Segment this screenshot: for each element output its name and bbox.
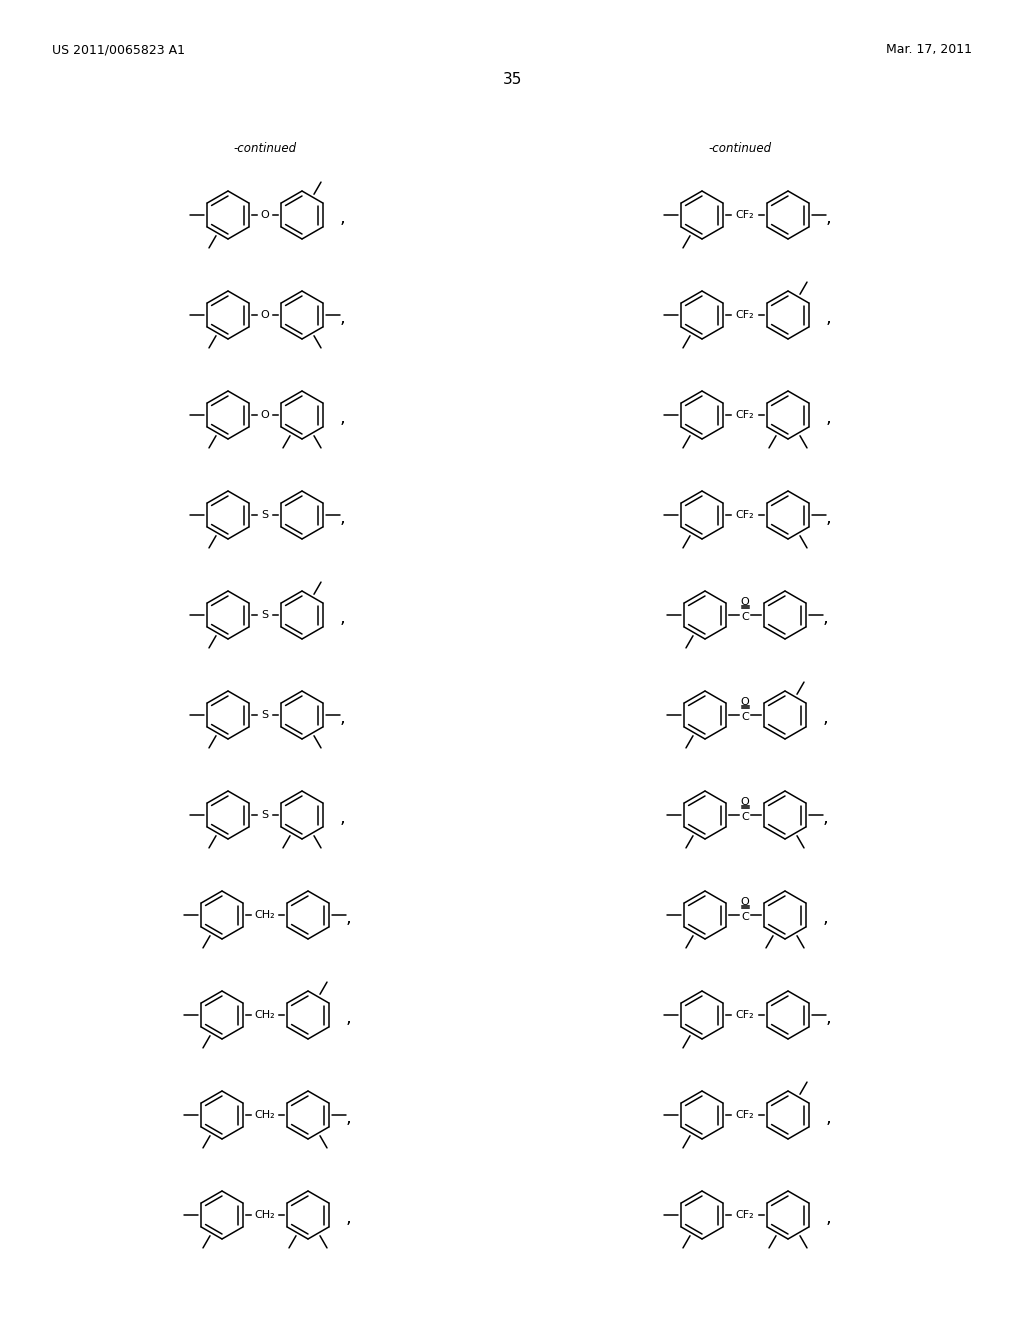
- Text: CH₂: CH₂: [255, 1110, 275, 1119]
- Text: CF₂: CF₂: [735, 510, 755, 520]
- Text: ,: ,: [825, 209, 830, 227]
- Text: S: S: [261, 710, 268, 719]
- Text: C: C: [741, 711, 749, 722]
- Text: S: S: [261, 810, 268, 820]
- Text: ,: ,: [825, 309, 830, 327]
- Text: -continued: -continued: [709, 141, 771, 154]
- Text: ,: ,: [825, 510, 830, 527]
- Text: S: S: [261, 610, 268, 620]
- Text: O: O: [740, 797, 750, 807]
- Text: ,: ,: [345, 1008, 351, 1027]
- Text: ,: ,: [825, 1209, 830, 1228]
- Text: ,: ,: [339, 409, 345, 426]
- Text: CF₂: CF₂: [735, 1110, 755, 1119]
- Text: ,: ,: [822, 809, 827, 828]
- Text: ,: ,: [825, 409, 830, 426]
- Text: CF₂: CF₂: [735, 210, 755, 220]
- Text: ,: ,: [822, 709, 827, 727]
- Text: CH₂: CH₂: [255, 1010, 275, 1020]
- Text: CH₂: CH₂: [255, 909, 275, 920]
- Text: ,: ,: [825, 1109, 830, 1127]
- Text: C: C: [741, 612, 749, 622]
- Text: C: C: [741, 912, 749, 921]
- Text: -continued: -continued: [233, 141, 297, 154]
- Text: ,: ,: [339, 510, 345, 527]
- Text: ,: ,: [339, 209, 345, 227]
- Text: CF₂: CF₂: [735, 1210, 755, 1220]
- Text: ,: ,: [345, 909, 351, 927]
- Text: CH₂: CH₂: [255, 1210, 275, 1220]
- Text: C: C: [741, 812, 749, 822]
- Text: ,: ,: [339, 609, 345, 627]
- Text: O: O: [740, 597, 750, 607]
- Text: O: O: [261, 411, 269, 420]
- Text: ,: ,: [825, 1008, 830, 1027]
- Text: O: O: [261, 310, 269, 319]
- Text: Mar. 17, 2011: Mar. 17, 2011: [886, 44, 972, 57]
- Text: ,: ,: [822, 609, 827, 627]
- Text: CF₂: CF₂: [735, 310, 755, 319]
- Text: ,: ,: [345, 1209, 351, 1228]
- Text: 35: 35: [503, 73, 521, 87]
- Text: O: O: [740, 697, 750, 708]
- Text: ,: ,: [339, 809, 345, 828]
- Text: ,: ,: [822, 909, 827, 927]
- Text: US 2011/0065823 A1: US 2011/0065823 A1: [52, 44, 185, 57]
- Text: S: S: [261, 510, 268, 520]
- Text: O: O: [740, 898, 750, 907]
- Text: ,: ,: [339, 309, 345, 327]
- Text: ,: ,: [339, 709, 345, 727]
- Text: O: O: [261, 210, 269, 220]
- Text: CF₂: CF₂: [735, 411, 755, 420]
- Text: CF₂: CF₂: [735, 1010, 755, 1020]
- Text: ,: ,: [345, 1109, 351, 1127]
